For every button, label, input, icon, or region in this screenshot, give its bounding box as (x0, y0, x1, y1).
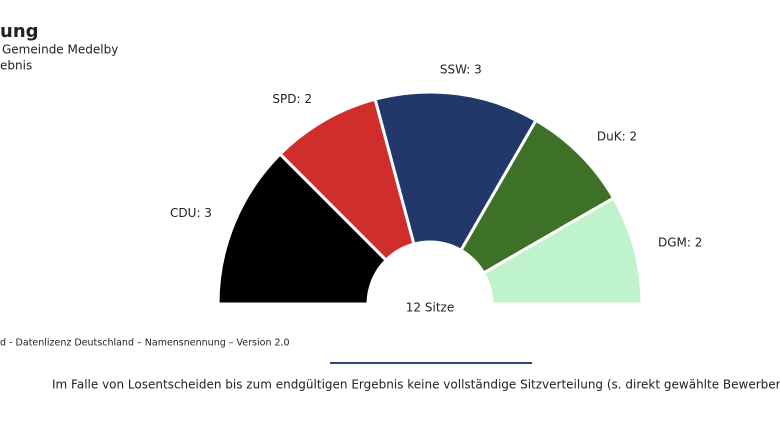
data-label: DuK: 2 (597, 130, 637, 144)
seat-segment (277, 97, 416, 263)
data-label: SSW: 3 (440, 63, 482, 77)
center-label: 12 Sitze (406, 301, 454, 315)
seat-segment (481, 195, 644, 306)
data-label: CDU: 3 (170, 206, 212, 220)
subtitle: Gemeinde Medelby (2, 43, 118, 57)
note: Im Falle von Losentscheiden bis zum endg… (52, 378, 780, 392)
seat-segment (458, 118, 616, 276)
data-label: DGM: 2 (658, 235, 702, 249)
seat-segment (216, 151, 389, 306)
data-label: SPD: 2 (272, 92, 312, 106)
seat-segment (373, 90, 539, 253)
source: d - Datenlizenz Deutschland – Namensnenn… (0, 338, 290, 349)
subtitle: ebnis (0, 59, 32, 73)
title: ung (0, 21, 39, 42)
